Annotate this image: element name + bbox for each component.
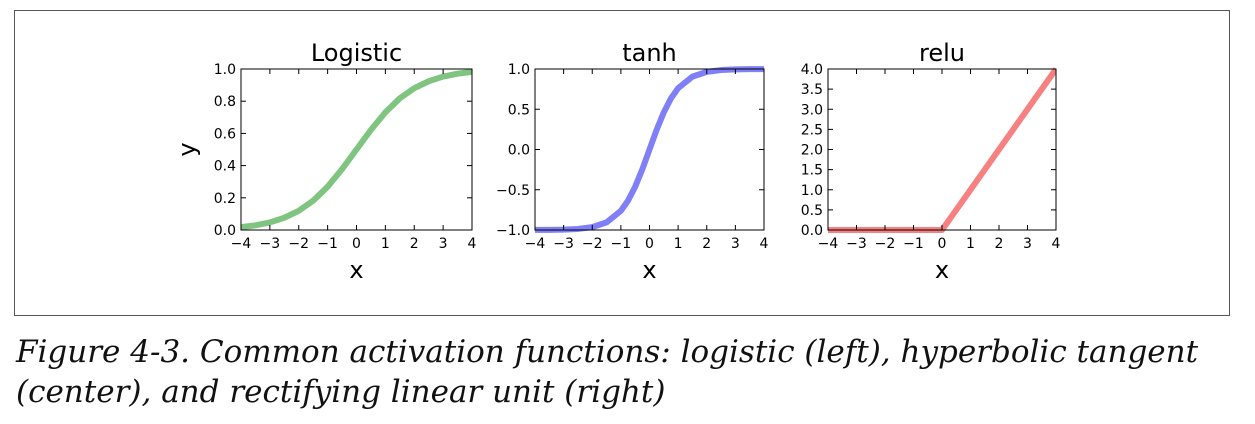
figure-frame [14,10,1230,316]
logistic-panel: −4 −3 −2 −1 0 1 2 3 4 0.0 0.2 0.4 0.6 0.8 1.0 Logistic x… [173,39,477,284]
tanh-panel: −4 −3 −2 −1 0 1 2 3 4 −1.0 −0.5 0.0 0.5 1.0 tanh x [496,39,769,284]
logistic-x-tick-label: 4 [468,236,477,252]
logistic-x-tick-label: 2 [410,236,419,252]
relu-x-tick-label: 4 [1052,236,1061,252]
relu-title: relu [919,39,965,67]
relu-x-tick-label: −1 [903,236,924,252]
tanh-y-tick-label: 0.5 [508,102,530,118]
tanh-y-tick-label: −1.0 [496,223,530,239]
caption-line-1: Figure 4-3. Common activation functions:… [16,334,1199,370]
relu-x-tick-label: 3 [1023,236,1032,252]
logistic-y-tick-label: 0.0 [214,223,236,239]
relu-x-tick-label: −4 [818,236,839,252]
tanh-x-tick-label: 3 [731,236,740,252]
logistic-y-tick-label: 0.8 [214,94,236,110]
figure-caption: Figure 4-3. Common activation functions:… [16,332,1241,412]
logistic-x-tick-label: 3 [439,236,448,252]
tanh-x-tick-label: −1 [611,236,632,252]
logistic-y-tick-label: 0.6 [214,126,236,142]
tanh-y-tick-label: 0.0 [508,143,530,159]
tanh-y-tick-label: 1.0 [508,62,530,78]
relu-x-tick-label: −3 [846,236,867,252]
tanh-x-tick-label: −4 [525,236,546,252]
tanh-x-tick-label: 1 [674,236,683,252]
relu-x-axis-label: x [935,256,949,284]
tanh-x-tick-label: 0 [645,236,654,252]
caption-line-2: (center), and rectifying linear unit (ri… [16,374,666,410]
tanh-x-tick-label: 2 [702,236,711,252]
relu-series-line [828,67,1056,233]
logistic-y-tick-label: 0.4 [214,159,236,175]
tanh-x-tick-label: 4 [760,236,769,252]
logistic-x-tick-label: −1 [317,236,338,252]
relu-panel: −4 −3 −2 −1 0 1 2 3 4 0.0 0.5 1.0 1.5 2.0 2.5 3.0 3.5 4.0… [801,39,1061,284]
relu-y-tick-label: 1.5 [801,163,823,179]
logistic-x-tick-label: −3 [260,236,281,252]
logistic-x-tick-label: −4 [231,236,252,252]
relu-y-tick-label: 4.0 [801,62,823,78]
relu-plot-frame [827,68,1057,231]
logistic-x-axis-label: x [349,256,363,284]
tanh-x-axis-label: x [642,256,656,284]
relu-y-tick-label: 2.0 [801,143,823,159]
tanh-x-tick-label: −2 [582,236,603,252]
tanh-y-tick-label: −0.5 [496,183,530,199]
logistic-title: Logistic [311,39,402,67]
relu-y-tick-label: 2.5 [801,122,823,138]
tanh-series-line [535,66,764,233]
relu-y-tick-label: 0.5 [801,203,823,219]
relu-y-tick-label: 0.0 [801,223,823,239]
logistic-x-tick-label: 1 [381,236,390,252]
relu-x-tick-label: 1 [966,236,975,252]
relu-y-tick-label: 3.0 [801,102,823,118]
tanh-x-tick-label: −3 [553,236,574,252]
logistic-series-line [241,68,472,231]
relu-y-tick-label: 3.5 [801,82,823,98]
tanh-title: tanh [622,39,677,67]
logistic-y-axis-label: y [173,142,201,156]
logistic-y-tick-label: 1.0 [214,62,236,78]
relu-x-tick-label: 0 [938,236,947,252]
logistic-x-tick-label: 0 [352,236,361,252]
relu-y-tick-label: 1.0 [801,183,823,199]
logistic-x-tick-label: −2 [288,236,309,252]
relu-x-tick-label: −2 [875,236,896,252]
logistic-y-tick-label: 0.2 [214,191,236,207]
relu-x-tick-label: 2 [995,236,1004,252]
